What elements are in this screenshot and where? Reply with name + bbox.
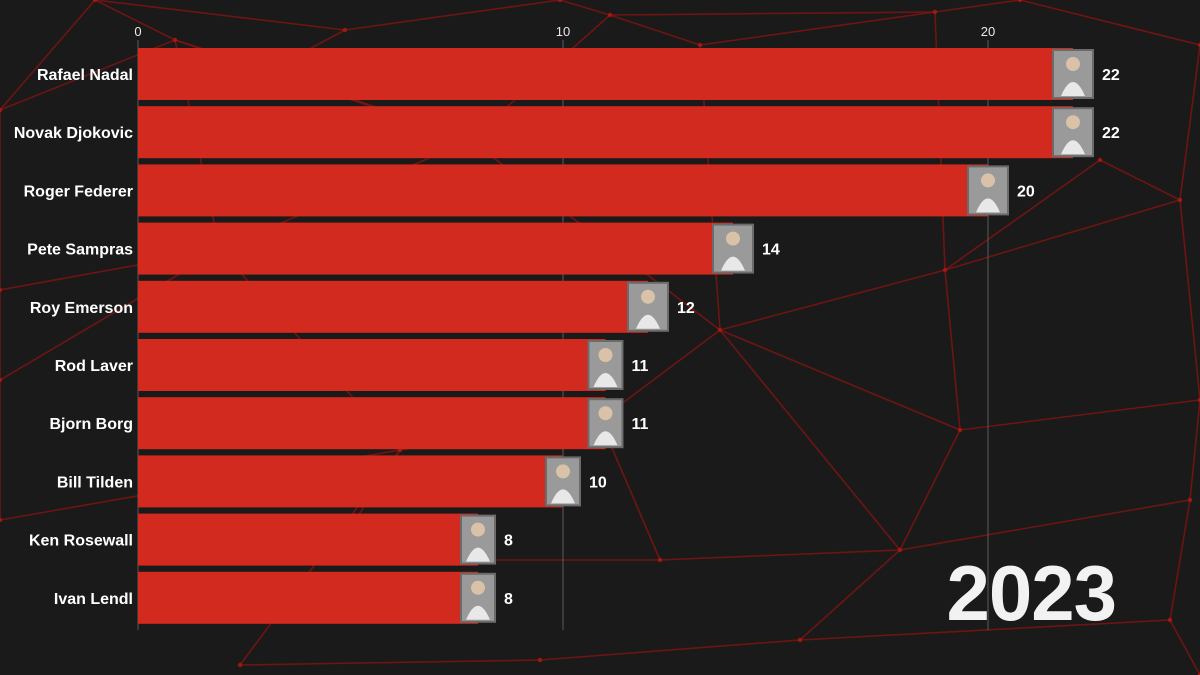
bar — [138, 222, 733, 275]
value-label: 11 — [632, 358, 649, 375]
bar — [138, 280, 648, 333]
year-label: 2023 — [946, 549, 1117, 637]
value-labels: 22 22 20 14 12 11 11 10 8 8 — [504, 67, 1120, 608]
value-label: 8 — [504, 533, 513, 550]
value-label: 14 — [762, 242, 780, 259]
category-label: Ivan Lendl — [54, 591, 133, 608]
value-label: 22 — [1102, 125, 1120, 142]
value-label: 8 — [504, 591, 513, 608]
value-label: 22 — [1102, 67, 1120, 84]
player-photo-icon — [587, 398, 624, 449]
bar — [138, 513, 478, 566]
x-axis-ticks: 0 10 20 — [134, 24, 995, 39]
bar — [138, 455, 563, 508]
category-label: Bjorn Borg — [49, 416, 133, 433]
player-photo-icon — [460, 514, 496, 565]
bar — [138, 164, 988, 217]
category-labels: Rafael Nadal Novak Djokovic Roger Federer P… — [14, 67, 133, 608]
player-photo-icon — [712, 223, 754, 274]
player-photo-icon — [545, 456, 581, 507]
category-label: Pete Sampras — [27, 242, 133, 259]
bar — [138, 397, 606, 450]
player-photo-icon — [627, 281, 669, 332]
category-label: Rod Laver — [55, 358, 133, 375]
player-photo-icon — [1052, 49, 1094, 99]
player-photo-icon — [460, 572, 496, 623]
value-label: 11 — [632, 416, 649, 433]
bars — [138, 48, 1073, 624]
x-tick-label: 20 — [981, 24, 995, 39]
category-label: Ken Rosewall — [29, 533, 133, 550]
bar — [138, 339, 606, 391]
bar — [138, 106, 1073, 159]
category-label: Roger Federer — [24, 183, 133, 200]
player-photo-icon — [967, 165, 1009, 216]
player-photos — [460, 49, 1094, 623]
value-label: 10 — [589, 474, 607, 491]
category-label: Novak Djokovic — [14, 125, 133, 142]
category-label: Bill Tilden — [57, 474, 133, 491]
value-label: 20 — [1017, 183, 1035, 200]
player-photo-icon — [1052, 107, 1094, 158]
bar — [138, 48, 1073, 100]
x-tick-label: 10 — [556, 24, 570, 39]
x-tick-label: 0 — [134, 24, 141, 39]
category-label: Rafael Nadal — [37, 67, 133, 84]
player-photo-icon — [587, 340, 624, 390]
category-label: Roy Emerson — [30, 300, 133, 317]
bar — [138, 571, 478, 624]
value-label: 12 — [677, 300, 695, 317]
